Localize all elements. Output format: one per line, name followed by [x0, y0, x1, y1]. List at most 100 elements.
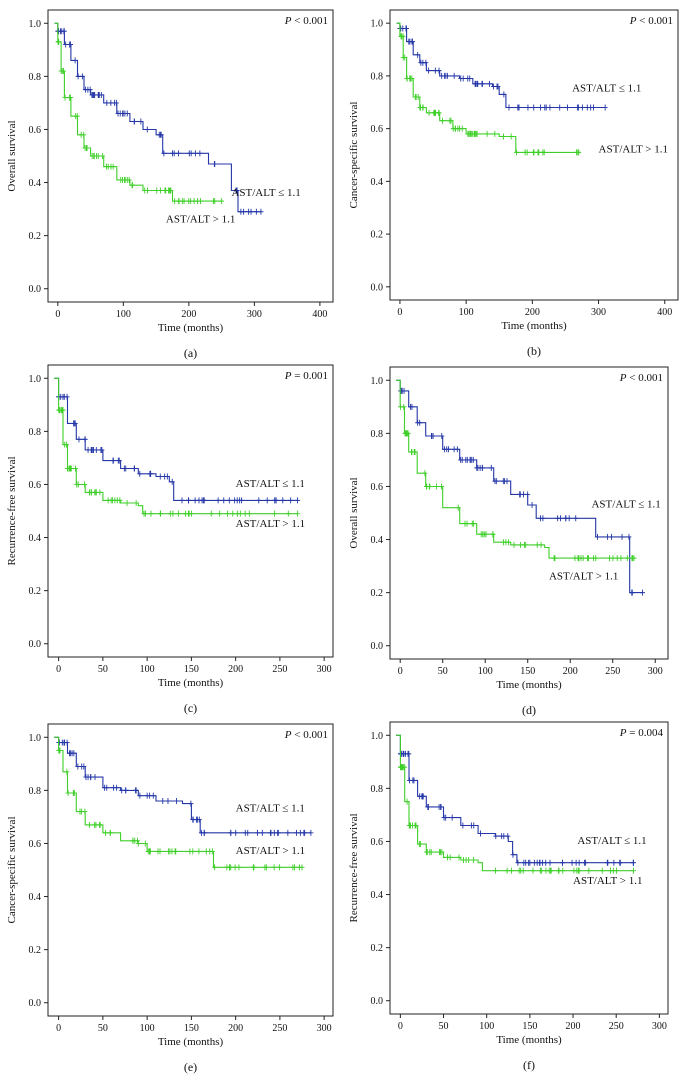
p-value: P < 0.001	[629, 15, 673, 27]
censor-mark	[573, 859, 579, 866]
censor-mark	[179, 497, 185, 504]
censor-mark	[538, 104, 544, 111]
p-value-text: = 0.001	[292, 370, 328, 382]
censor-mark	[271, 829, 277, 836]
censor-mark	[537, 515, 543, 522]
censor-mark	[131, 118, 137, 125]
censor-mark	[232, 497, 238, 504]
censor-mark	[448, 117, 454, 124]
censor-mark	[123, 787, 129, 794]
survival-curve-low-ratio	[54, 736, 311, 834]
censor-mark	[56, 407, 62, 414]
censor-mark	[531, 104, 537, 111]
censor-mark	[501, 91, 507, 98]
x-tick-label: 150	[520, 666, 535, 677]
censor-mark	[478, 830, 484, 837]
censor-mark	[142, 510, 148, 517]
censor-mark	[540, 149, 546, 156]
censor-mark	[515, 859, 521, 866]
censor-mark	[110, 163, 116, 170]
censor-mark	[160, 797, 166, 804]
censor-mark	[237, 510, 243, 517]
censor-mark	[150, 792, 156, 799]
x-tick-label: 300	[317, 664, 332, 675]
censor-mark	[398, 25, 404, 32]
censor-mark	[455, 504, 461, 511]
censor-mark	[130, 837, 136, 844]
p-value-symbol: P	[619, 727, 627, 739]
censor-mark	[473, 80, 479, 87]
chart-panel-3: 0 50 100 150 200 250 300 0.0 0.2 0.4 0.6 0.8 1.0 Time…	[6, 364, 334, 715]
censor-mark	[176, 198, 182, 205]
censor-mark	[82, 481, 88, 488]
censor-mark	[72, 57, 78, 64]
censor-mark	[516, 104, 522, 111]
censor-mark	[196, 497, 202, 504]
censor-mark	[211, 198, 217, 205]
censor-mark	[508, 867, 514, 874]
censor-mark	[117, 110, 123, 117]
x-tick-label: 250	[272, 664, 287, 675]
censor-mark	[460, 75, 466, 82]
censor-mark	[256, 497, 262, 504]
censor-mark	[400, 750, 406, 757]
plot-frame	[47, 364, 334, 658]
censor-mark	[631, 555, 637, 562]
x-tick-label: 100	[459, 307, 474, 318]
survival-curve-low-ratio	[396, 379, 643, 594]
censor-mark	[236, 864, 242, 871]
x-axis-label: Time (months)	[158, 1036, 224, 1048]
censor-mark	[92, 821, 98, 828]
censor-mark	[137, 792, 143, 799]
censor-mark	[415, 51, 421, 58]
x-tick-label: 0	[397, 307, 402, 318]
censor-mark	[458, 456, 464, 463]
censor-mark	[422, 470, 428, 477]
censor-mark	[104, 784, 110, 791]
censor-mark	[449, 814, 455, 821]
censor-mark	[228, 864, 234, 871]
censor-mark	[259, 829, 265, 836]
x-tick-label: 250	[609, 1021, 624, 1032]
x-tick-label: 400	[312, 309, 327, 320]
censor-mark	[438, 803, 444, 810]
y-tick-label: 0.8	[371, 71, 384, 82]
p-value: P < 0.001	[619, 372, 663, 384]
censor-mark	[420, 59, 426, 66]
censor-mark	[531, 859, 537, 866]
panel-caption: (a)	[184, 346, 197, 360]
y-tick-label: 0.2	[29, 586, 42, 597]
censor-mark	[215, 497, 221, 504]
censor-mark	[73, 113, 79, 120]
p-value-text: < 0.001	[292, 729, 328, 741]
censor-mark	[142, 840, 148, 847]
x-tick-label: 50	[438, 666, 448, 677]
chart-panel-1: 0 100 200 300 400 0.0 0.2 0.4 0.6 0.8 1.0 Time (mon…	[6, 9, 334, 360]
censor-mark	[617, 859, 623, 866]
x-tick-label: 100	[140, 1023, 155, 1034]
panel-caption: (e)	[184, 1060, 197, 1074]
censor-mark	[131, 465, 137, 472]
censor-mark	[556, 867, 562, 874]
censor-mark	[462, 520, 468, 527]
p-value-text: < 0.001	[292, 15, 328, 27]
censor-mark	[614, 867, 620, 874]
censor-mark	[88, 489, 94, 496]
x-tick-label: 100	[479, 1021, 494, 1032]
x-tick-label: 50	[439, 1021, 449, 1032]
x-tick-label: 50	[98, 1023, 108, 1034]
censor-mark	[71, 790, 77, 797]
censor-mark	[60, 68, 66, 75]
censor-mark	[115, 457, 121, 464]
x-tick-label: 200	[566, 1021, 581, 1032]
p-value-symbol: P	[284, 370, 292, 382]
censor-mark	[630, 859, 636, 866]
censor-mark	[87, 86, 93, 93]
censor-mark	[441, 814, 447, 821]
censor-mark	[110, 457, 116, 464]
censor-mark	[238, 208, 244, 215]
x-tick-label: 300	[247, 309, 262, 320]
censor-mark	[219, 198, 225, 205]
censor-mark	[82, 808, 88, 815]
censor-mark	[96, 821, 102, 828]
